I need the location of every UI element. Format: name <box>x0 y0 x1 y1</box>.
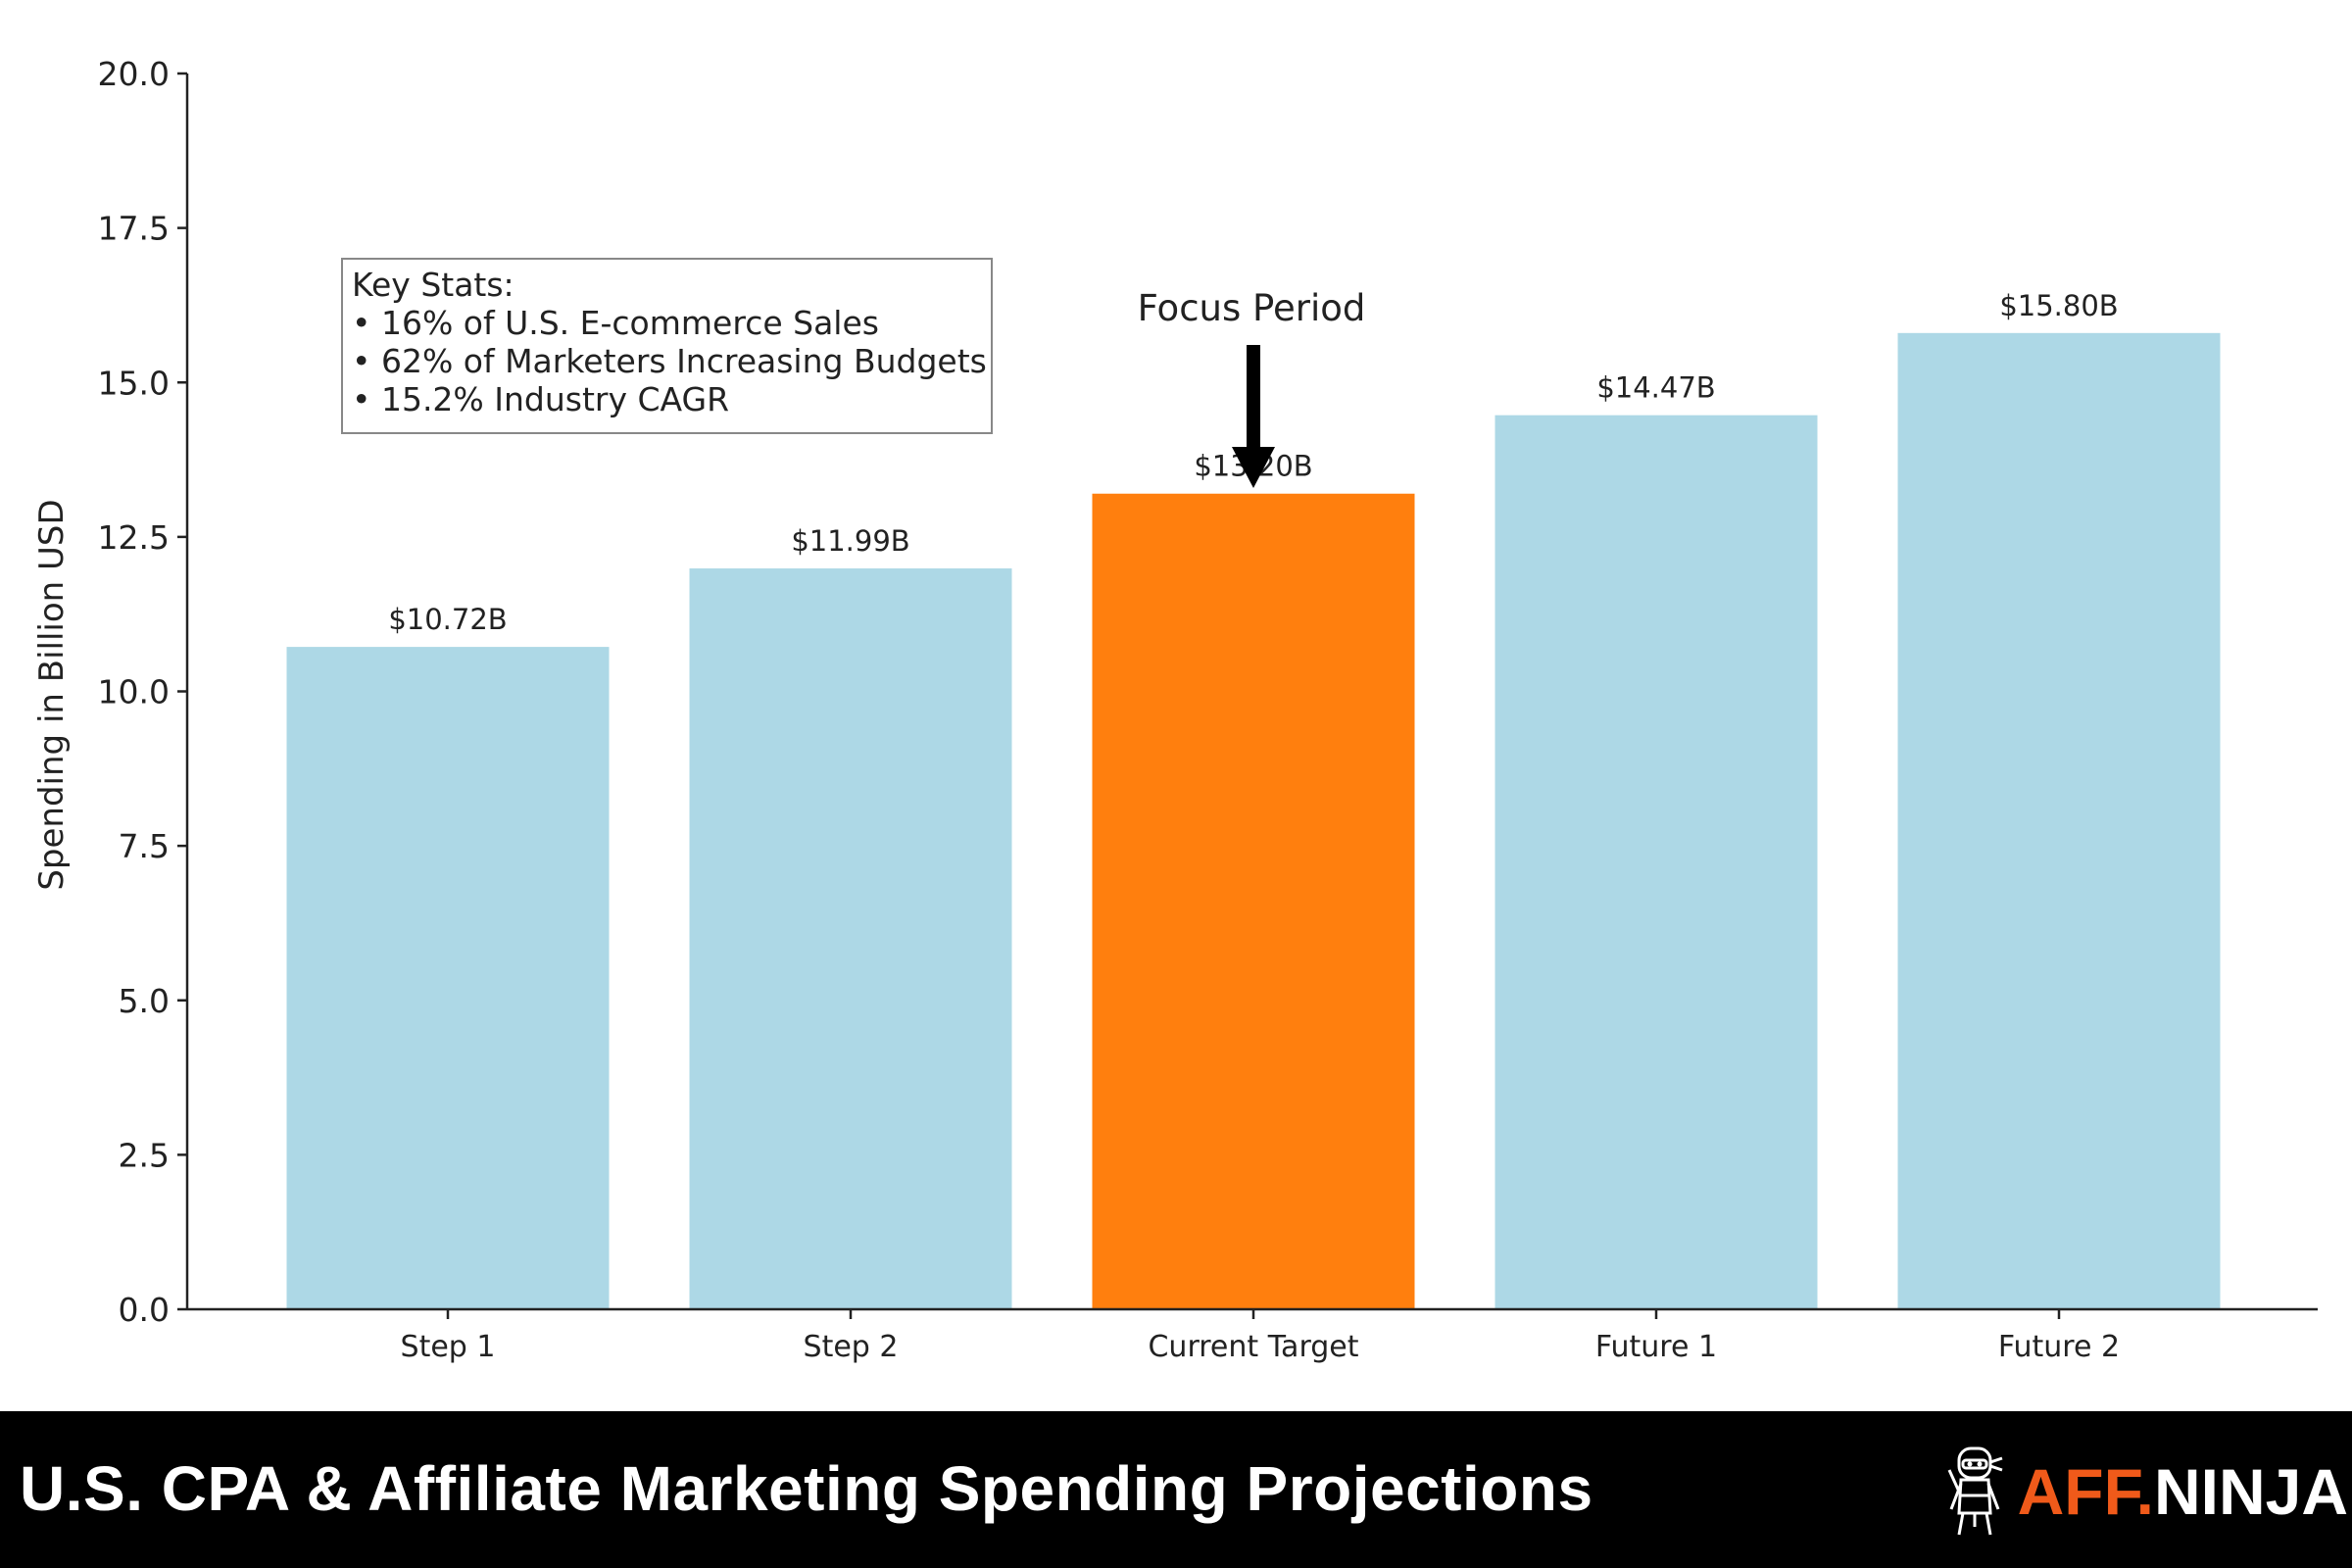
y-tick-label: 20.0 <box>98 55 170 93</box>
bar-value-label: $15.80B <box>1999 289 2118 322</box>
logo-aff: AFF. <box>2017 1455 2154 1528</box>
y-tick-label: 17.5 <box>98 210 170 248</box>
y-tick-label: 10.0 <box>98 673 170 711</box>
x-tick-label: Current Target <box>1148 1330 1358 1364</box>
x-tick-label: Future 2 <box>1998 1330 2120 1364</box>
y-tick-label: 12.5 <box>98 518 170 557</box>
key-stats-item: • 15.2% Industry CAGR <box>352 380 729 418</box>
bars: $10.72B$11.99B$13.20B$14.47B$15.80B <box>286 289 2221 1309</box>
bar <box>689 568 1012 1309</box>
x-tick-label: Step 2 <box>804 1330 899 1364</box>
arrow-shaft <box>1247 345 1260 451</box>
page-title: U.S. CPA & Affiliate Marketing Spending … <box>20 1453 1593 1524</box>
bar-value-label: $14.47B <box>1596 371 1715 405</box>
focus-annotation: Focus Period <box>1138 287 1366 488</box>
y-tick-label: 2.5 <box>119 1136 170 1174</box>
x-tick-label: Step 1 <box>401 1330 496 1364</box>
bar-chart: 0.0 2.5 5.0 7.5 10.0 12.5 15.0 17.5 20.0 $10.72B… <box>32 55 2318 1364</box>
key-stats-title: Key Stats: <box>352 266 514 304</box>
y-tick-label: 7.5 <box>119 827 170 865</box>
bar-value-label: $11.99B <box>791 524 909 558</box>
arrow-down-icon <box>1232 447 1275 488</box>
y-tick-label: 5.0 <box>119 982 170 1020</box>
y-axis: 0.0 2.5 5.0 7.5 10.0 12.5 15.0 17.5 20.0 <box>98 55 189 1329</box>
logo-text: AFF.NINJA <box>2018 1454 2348 1529</box>
bar <box>1494 415 1818 1309</box>
footer-banner: U.S. CPA & Affiliate Marketing Spending … <box>0 1411 2352 1568</box>
ninja-mascot-icon <box>1947 1446 2003 1536</box>
logo-ninja: NINJA <box>2153 1455 2348 1528</box>
aff-ninja-logo: AFF.NINJA <box>1945 1445 2348 1539</box>
bar <box>1092 493 1415 1309</box>
y-axis-label: Spending in Billion USD <box>32 499 72 890</box>
bar <box>1897 332 2221 1309</box>
x-tick-label: Future 1 <box>1595 1330 1717 1364</box>
key-stats-item: • 16% of U.S. E-commerce Sales <box>352 304 879 342</box>
focus-period-label: Focus Period <box>1138 287 1366 329</box>
x-axis: Step 1 Step 2 Current Target Future 1 Future… <box>187 1307 2318 1364</box>
y-tick-label: 0.0 <box>119 1291 170 1329</box>
bar-value-label: $10.72B <box>388 603 507 636</box>
key-stats-box: Key Stats: • 16% of U.S. E-commerce Sale… <box>341 258 993 434</box>
key-stats-item: • 62% of Marketers Increasing Budgets <box>352 342 987 380</box>
y-tick-label: 15.0 <box>98 364 170 402</box>
bar <box>286 647 610 1309</box>
